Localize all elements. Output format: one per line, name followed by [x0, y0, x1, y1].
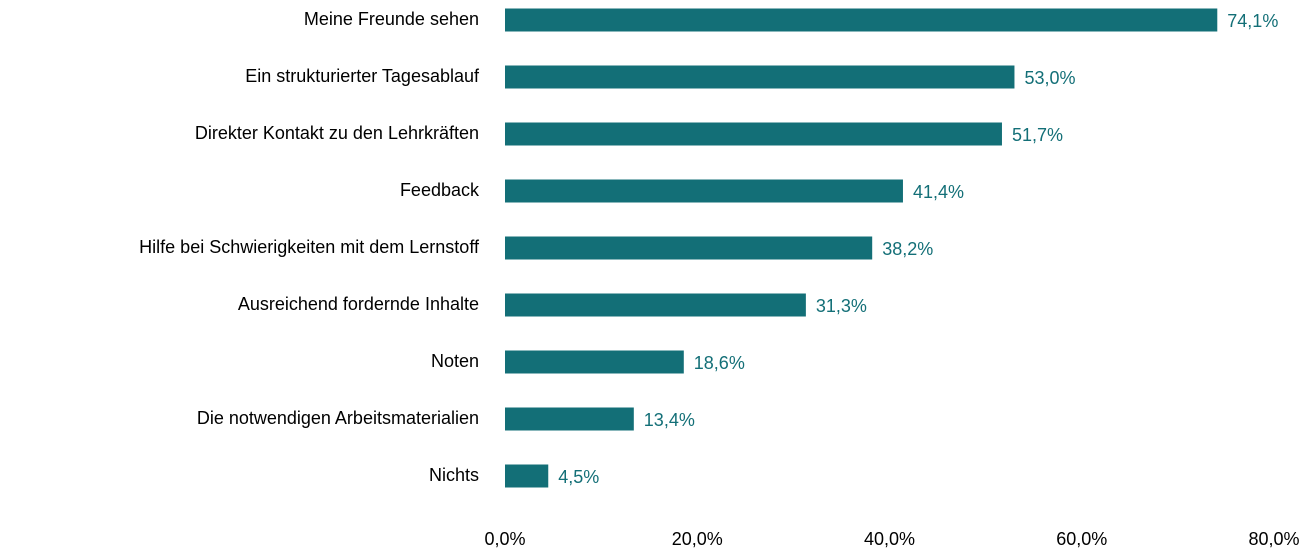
bar — [505, 65, 1015, 89]
y-tick-label: Noten — [431, 351, 479, 371]
bar — [505, 179, 903, 203]
y-tick-label: Die notwendigen Arbeitsmaterialien — [197, 408, 479, 428]
bar — [505, 122, 1002, 146]
x-tick-label: 0,0% — [484, 529, 525, 549]
y-tick-label: Ein strukturierter Tagesablauf — [245, 66, 480, 86]
value-label: 13,4% — [644, 410, 695, 430]
value-label: 18,6% — [694, 353, 745, 373]
bar — [505, 293, 806, 317]
x-tick-label: 20,0% — [672, 529, 723, 549]
x-tick-label: 60,0% — [1056, 529, 1107, 549]
y-tick-label: Ausreichend fordernde Inhalte — [238, 294, 479, 314]
value-label: 31,3% — [816, 296, 867, 316]
x-tick-label: 40,0% — [864, 529, 915, 549]
y-tick-label: Hilfe bei Schwierigkeiten mit dem Lernst… — [139, 237, 480, 257]
bar — [505, 407, 634, 431]
y-tick-label: Feedback — [400, 180, 480, 200]
y-tick-label: Nichts — [429, 465, 479, 485]
value-label: 74,1% — [1227, 11, 1278, 31]
x-tick-label: 80,0% — [1248, 529, 1299, 549]
value-label: 51,7% — [1012, 125, 1063, 145]
bar — [505, 8, 1218, 32]
bar — [505, 350, 684, 374]
bar — [505, 464, 549, 488]
value-label: 53,0% — [1024, 68, 1075, 88]
value-label: 38,2% — [882, 239, 933, 259]
value-label: 41,4% — [913, 182, 964, 202]
y-tick-label: Direkter Kontakt zu den Lehrkräften — [195, 123, 479, 143]
bar — [505, 236, 873, 260]
y-tick-label: Meine Freunde sehen — [304, 9, 479, 29]
value-label: 4,5% — [558, 467, 599, 487]
